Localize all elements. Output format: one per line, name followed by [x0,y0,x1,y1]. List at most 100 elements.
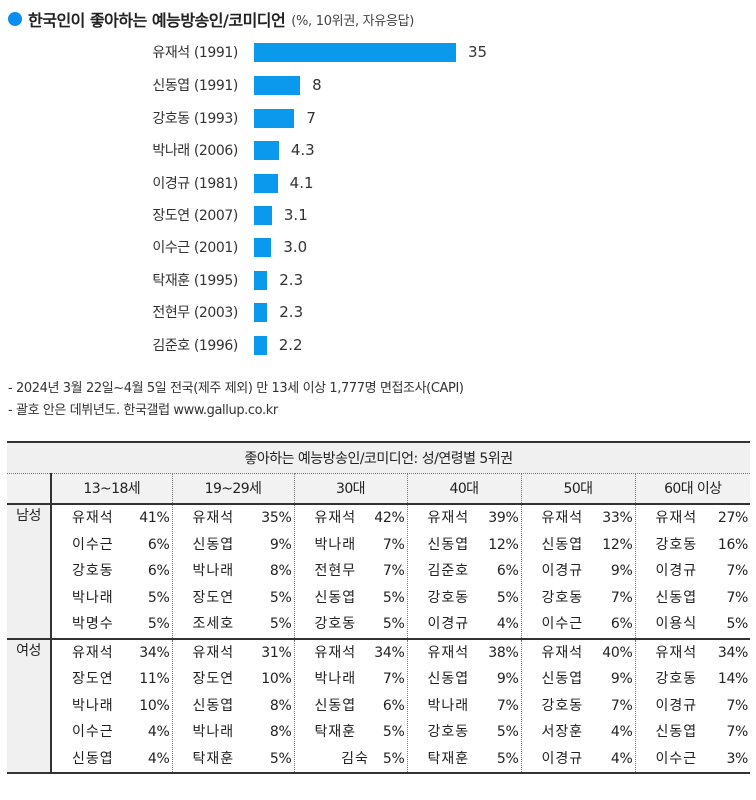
person-name: 박나래 [314,536,357,553]
person-name: 이수근 [541,616,584,632]
list-item: 신동엽 9% [173,532,294,559]
percent-value: 31% [261,644,292,661]
bullet-dot-icon [8,12,22,26]
list-item: 장도연 10% [173,666,294,693]
percent-value: 5% [269,750,292,767]
bar-value-label: 2.2 [278,336,303,354]
person-name: 이수근 [72,724,114,740]
person-name: 유재석 [72,644,114,661]
percent-value: 14% [717,671,749,687]
age-group-cell: 유재석 33% 신동엽 12% 이경규 9% 강호동 7% 이수근 6% [520,504,635,640]
gender-label: 여성 [7,638,52,774]
bar-value-label: 8 [312,76,322,94]
list-item: 유재석 31% [173,640,294,667]
percent-value: 6% [147,563,170,579]
person-name: 신동엽 [655,589,698,606]
person-name: 신동엽 [427,671,470,687]
list-item: 신동엽 6% [295,693,407,720]
bar-row: 유재석 (1991) 35 [0,41,756,63]
person-name: 강호동 [427,724,470,740]
gender-header [7,473,52,505]
person-name: 유재석 [427,644,470,661]
age-group-cell: 유재석 34% 강호동 14% 이경규 7% 신동엽 7% 이수근 3% [634,638,751,774]
list-item: 탁재훈 5% [408,746,521,773]
percent-value: 5% [382,724,405,740]
person-name: 김숙 [341,750,369,767]
bar-label: 장도연 (2007) [152,208,238,224]
list-item: 이경규 9% [522,558,635,585]
person-name: 박나래 [192,563,235,579]
percent-value: 42% [374,510,405,526]
percent-value: 16% [717,536,749,553]
bar [254,238,272,257]
person-name: 박나래 [72,589,114,606]
percent-value: 5% [382,750,405,767]
list-item: 이경규 4% [408,611,521,638]
list-item: 강호동 7% [522,585,635,612]
list-item: 신동엽 5% [295,585,407,612]
bar-value-label: 2.3 [279,303,304,321]
person-name: 유재석 [427,510,470,526]
percent-value: 5% [147,616,170,632]
chart-title-sub: (%, 10위권, 자유응답) [291,13,415,29]
chart-title: 한국인이 좋아하는 예능방송인/코미디언 (%, 10위권, 자유응답) [6,6,414,32]
bar-row: 박나래 (2006) 4.3 [0,139,756,161]
chart-title-main: 한국인이 좋아하는 예능방송인/코미디언 [28,11,286,30]
bar-value-label: 4.3 [290,141,315,159]
percent-value: 4% [147,724,170,740]
person-name: 유재석 [314,644,357,661]
percent-value: 41% [139,510,170,526]
list-item: 유재석 27% [636,505,751,532]
list-item: 강호동 5% [408,585,521,612]
list-item: 이경규 4% [522,746,635,773]
list-item: 유재석 39% [408,505,521,532]
person-name: 유재석 [655,510,698,526]
list-item: 김숙 5% [295,746,407,773]
percent-value: 6% [382,697,405,714]
percent-value: 38% [488,644,519,661]
person-name: 서장훈 [541,724,584,740]
person-name: 강호동 [541,697,584,714]
list-item: 이수근 3% [636,746,751,773]
col-header-30s: 30대 [293,473,407,505]
bar-value-label: 3.1 [283,206,308,224]
percent-value: 9% [269,536,292,553]
list-item: 전현무 7% [295,558,407,585]
list-item: 신동엽 9% [408,666,521,693]
bar [254,141,279,160]
age-group-cell: 유재석 38% 신동엽 9% 박나래 7% 강호동 5% 탁재훈 5% [406,638,521,774]
percent-value: 5% [269,589,292,606]
percent-value: 11% [139,671,170,687]
bar-row: 강호동 (1993) 7 [0,107,756,129]
percent-value: 9% [610,671,633,687]
percent-value: 40% [602,644,633,661]
person-name: 김준호 [427,563,470,579]
person-name: 신동엽 [541,536,584,553]
person-name: 박명수 [72,616,114,632]
age-group-cell: 유재석 34% 장도연 11% 박나래 10% 이수근 4% 신동엽 4% [51,638,172,774]
percent-value: 5% [269,616,292,632]
list-item: 이경규 7% [636,558,751,585]
bar-value-label: 35 [468,43,488,61]
bar-label: 유재석 (1991) [152,45,238,61]
person-name: 신동엽 [72,750,114,767]
list-item: 유재석 40% [522,640,635,667]
person-name: 장도연 [192,671,235,687]
list-item: 탁재훈 5% [173,746,294,773]
person-name: 박나래 [192,724,235,740]
person-name: 신동엽 [314,589,357,606]
percent-value: 7% [726,724,749,740]
percent-value: 39% [488,510,519,526]
person-name: 유재석 [541,644,584,661]
person-name: 장도연 [72,671,114,687]
list-item: 박나래 5% [52,585,172,612]
list-item: 박나래 8% [173,719,294,746]
percent-value: 12% [488,536,519,553]
age-group-cell: 유재석 40% 신동엽 9% 강호동 7% 서장훈 4% 이경규 4% [520,638,635,774]
age-group-cell: 유재석 42% 박나래 7% 전현무 7% 신동엽 5% 강호동 5% [293,504,407,640]
person-name: 신동엽 [541,671,584,687]
percent-value: 5% [382,616,405,632]
person-name: 조세호 [192,616,235,632]
bar-row: 장도연 (2007) 3.1 [0,204,756,226]
list-item: 신동엽 12% [408,532,521,559]
